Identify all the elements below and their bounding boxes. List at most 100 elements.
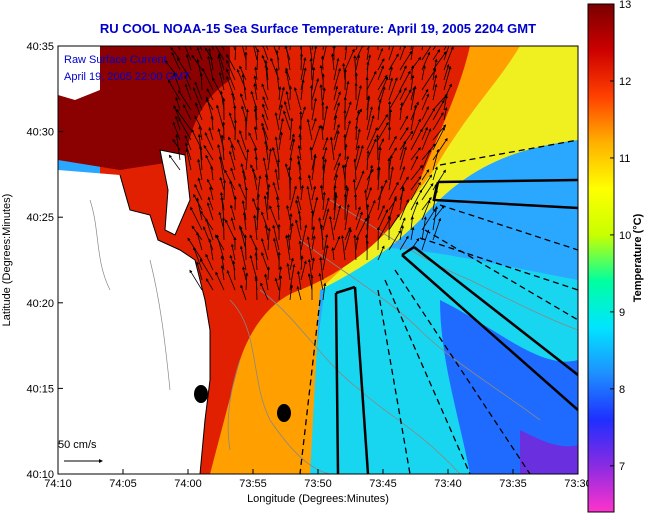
- current-vector: [241, 200, 247, 221]
- current-vector: [320, 125, 324, 141]
- current-vector: [311, 185, 317, 201]
- current-vector: [207, 55, 214, 81]
- current-vector: [184, 83, 192, 101]
- x-axis-ticks: 74:10 74:05 74:00 73:55 73:50 73:45 73:40 73:35…: [44, 469, 592, 490]
- current-vector: [377, 166, 381, 191]
- current-vector: [443, 94, 448, 111]
- current-vector: [225, 219, 236, 241]
- current-vector: [410, 118, 421, 141]
- current-vector: [309, 84, 314, 111]
- current-vector: [399, 70, 411, 91]
- current-vector: [443, 64, 450, 81]
- sandy-hook-outline: [159, 149, 191, 236]
- current-vector: [283, 110, 291, 131]
- current-vector: [432, 83, 438, 101]
- current-vector: [309, 146, 313, 161]
- current-vector: [354, 125, 359, 141]
- current-vector: [311, 117, 317, 131]
- colorbar: [587, 3, 615, 513]
- scale-bar-label: 50 cm/s: [58, 439, 97, 451]
- current-vector: [432, 148, 440, 171]
- current-vector: [421, 182, 434, 201]
- current-vector: [289, 46, 291, 51]
- annotation-line-1: Raw Surface Current: [64, 54, 167, 66]
- current-vector: [388, 77, 393, 91]
- current-vector: [309, 58, 313, 81]
- current-vector: [388, 89, 402, 111]
- current-vector: [232, 260, 236, 281]
- current-vector: [168, 154, 181, 171]
- x-tick-label: 73:30: [564, 478, 592, 490]
- current-vector: [197, 177, 203, 191]
- current-vector: [432, 99, 445, 121]
- y-axis-label: Latitude (Degrees:Minutes): [1, 194, 13, 327]
- current-vector: [421, 128, 432, 151]
- current-vector: [344, 203, 350, 231]
- current-vector: [377, 65, 384, 81]
- current-vector: [263, 195, 269, 221]
- current-vector: [322, 282, 327, 301]
- current-vector: [230, 217, 236, 231]
- current-vector: [297, 210, 302, 231]
- current-vector: [196, 261, 203, 281]
- current-vector: [256, 206, 260, 231]
- current-vector: [366, 115, 375, 141]
- current-vector: [260, 282, 269, 301]
- current-vector: [233, 46, 236, 51]
- current-vector: [319, 184, 324, 201]
- x-tick-label: 73:55: [239, 478, 267, 490]
- current-vector: [377, 114, 388, 131]
- current-vector: [333, 194, 338, 221]
- current-vector: [261, 122, 269, 141]
- current-vector: [306, 236, 313, 261]
- current-vector: [333, 85, 339, 101]
- y-tick-label: 40:25: [26, 212, 54, 224]
- current-vector: [176, 108, 192, 131]
- current-vector: [298, 125, 302, 141]
- current-vector: [355, 206, 361, 221]
- current-vector: [299, 53, 304, 71]
- coastline: [119, 174, 211, 474]
- current-vector: [216, 104, 225, 131]
- current-vector: [311, 78, 320, 101]
- current-vector: [210, 165, 214, 181]
- current-vector: [300, 57, 307, 81]
- current-vector: [202, 68, 214, 91]
- current-vector: [226, 269, 236, 291]
- current-vector: [184, 135, 192, 151]
- current-vector: [260, 237, 269, 261]
- current-vector: [293, 87, 302, 111]
- current-vector: [219, 191, 225, 211]
- current-vector: [320, 55, 325, 71]
- current-vector: [204, 47, 214, 61]
- current-vector: [366, 70, 377, 91]
- current-vector: [289, 284, 294, 301]
- current-vector: [333, 67, 341, 91]
- current-vector: [217, 55, 225, 81]
- current-vector: [421, 169, 430, 181]
- y-tick-label: 40:10: [26, 469, 54, 481]
- current-vector: [208, 47, 214, 71]
- current-vector: [261, 113, 269, 131]
- current-vector: [230, 243, 236, 261]
- current-vector: [253, 126, 258, 141]
- current-vector: [253, 46, 258, 61]
- current-vector: [432, 217, 442, 241]
- current-vector: [341, 164, 346, 181]
- x-tick-label: 73:45: [369, 478, 397, 490]
- current-vector: [289, 257, 294, 271]
- current-vector: [184, 46, 192, 61]
- current-vector: [322, 244, 329, 271]
- current-vector: [289, 185, 297, 211]
- current-vector: [202, 226, 214, 251]
- current-vector: [366, 106, 373, 131]
- current-vector: [410, 86, 416, 101]
- current-vector: [264, 173, 269, 191]
- sea-violet-zone: [520, 430, 578, 474]
- colorbar-tick-label: 12: [619, 76, 631, 88]
- current-vector: [264, 140, 269, 161]
- current-vector: [198, 145, 203, 171]
- current-vector: [278, 117, 284, 141]
- current-vector: [230, 204, 236, 221]
- current-vector: [298, 175, 302, 191]
